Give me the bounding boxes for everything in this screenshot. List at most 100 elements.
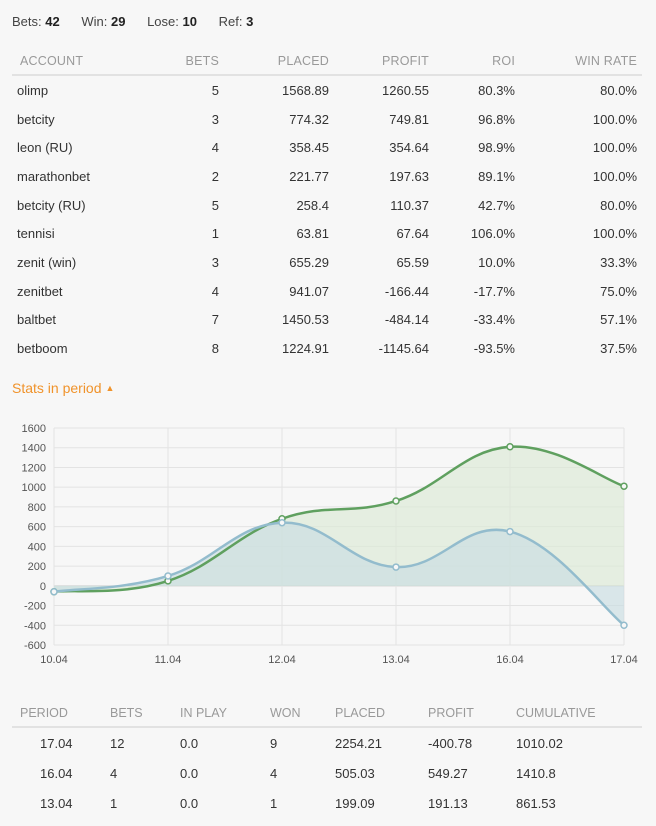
accounts-table: ACCOUNT BETS PLACED PROFIT ROI WIN RATE … <box>12 48 642 363</box>
cell-profit: 1260.55 <box>382 82 429 98</box>
bets-value: 42 <box>45 14 60 29</box>
col-period[interactable]: PERIOD <box>12 700 102 728</box>
cell-profit: -1145.64 <box>378 341 429 357</box>
cell-bets: 5 <box>211 82 219 98</box>
cell-placed: 2254.21 <box>335 735 382 751</box>
cell-won: 1 <box>270 795 278 811</box>
y-tick-label: 1200 <box>22 462 46 474</box>
series-line-0 <box>53 445 625 593</box>
cell-roi: -17.7% <box>473 283 515 299</box>
cell-placed: 655.29 <box>289 254 329 270</box>
lose-label: Lose: <box>147 14 179 29</box>
table-row: zenitbet 4 941.07 -166.44 -17.7% 75.0% <box>12 277 642 306</box>
cell-win-rate: 37.5% <box>600 341 637 357</box>
summary-bets: Bets: 42 <box>12 14 60 29</box>
cell-roi: 89.1% <box>478 168 515 184</box>
series-area-1 <box>54 522 624 626</box>
summary-bar: Bets: 42 Win: 29 Lose: 10 Ref: 3 <box>12 14 271 29</box>
table-row: 13.04 1 0.0 1 199.09 191.13 861.53 <box>12 788 642 818</box>
series-point[interactable] <box>392 563 400 571</box>
y-tick-label: 200 <box>28 561 46 573</box>
col-profit[interactable]: PROFIT <box>334 48 434 76</box>
y-tick-label: 800 <box>28 502 46 514</box>
cell-placed: 358.45 <box>289 140 329 156</box>
series-point[interactable] <box>278 518 286 527</box>
cell-roi: 98.9% <box>478 140 515 156</box>
cell-win-rate: 57.1% <box>600 312 637 328</box>
cell-bets: 5 <box>211 197 219 213</box>
cell-profit: 191.13 <box>428 795 468 811</box>
cell-bets: 2 <box>211 168 219 184</box>
cell-profit: 354.64 <box>389 140 429 156</box>
cell-profit: 549.27 <box>428 765 468 781</box>
series-point[interactable] <box>50 587 58 596</box>
table-row: betcity (RU) 5 258.4 110.37 42.7% 80.0% <box>12 191 642 220</box>
cell-profit: -484.14 <box>384 312 429 328</box>
cell-bets: 4 <box>211 283 219 299</box>
cell-account: tennisi <box>17 226 55 242</box>
col-won[interactable]: WON <box>262 700 327 728</box>
cell-win-rate: 100.0% <box>592 140 637 156</box>
series-point[interactable] <box>506 442 514 451</box>
cell-in-play: 0.0 <box>180 735 199 751</box>
cell-bets: 3 <box>211 111 219 127</box>
y-tick-label: 600 <box>28 522 46 534</box>
table-row: baltbet 7 1450.53 -484.14 -33.4% 57.1% <box>12 306 642 335</box>
col-win-rate[interactable]: WIN RATE <box>520 48 642 76</box>
win-label: Win: <box>81 14 108 29</box>
cell-account: betcity <box>17 111 55 127</box>
cell-bets: 7 <box>211 312 219 328</box>
cell-roi: 80.3% <box>478 82 515 98</box>
cell-profit: -166.44 <box>384 283 429 299</box>
series-point[interactable] <box>620 482 628 490</box>
table-row: 17.04 12 0.0 9 2254.21 -400.78 1010.02 <box>12 727 642 758</box>
col-period-bets[interactable]: BETS <box>102 700 172 728</box>
cell-account: zenitbet <box>17 283 63 299</box>
cell-account: betboom <box>17 341 68 357</box>
period-chart: 1600 1400 1200 1000 800 600 400 200 0 -200 -400 -60… <box>22 423 638 666</box>
stats-in-period-label: Stats in period <box>12 380 102 396</box>
summary-ref: Ref: 3 <box>219 14 254 29</box>
periods-table: PERIOD BETS IN PLAY WON PLACED PROFIT CU… <box>12 700 642 818</box>
y-tick-label: 400 <box>28 541 46 553</box>
cell-placed: 1450.53 <box>282 312 329 328</box>
col-placed[interactable]: PLACED <box>224 48 334 76</box>
cell-profit: 197.63 <box>389 168 429 184</box>
col-account[interactable]: ACCOUNT <box>12 48 152 76</box>
y-tick-label: -400 <box>24 620 46 632</box>
series-point[interactable] <box>506 527 514 536</box>
cell-won: 9 <box>270 735 278 751</box>
col-period-profit[interactable]: PROFIT <box>420 700 508 728</box>
cell-roi: 96.8% <box>478 111 515 127</box>
col-period-placed[interactable]: PLACED <box>327 700 420 728</box>
x-tick-label: 10.04 <box>40 654 68 666</box>
table-row: zenit (win) 3 655.29 65.59 10.0% 33.3% <box>12 248 642 277</box>
cell-placed: 941.07 <box>289 283 329 299</box>
col-in-play[interactable]: IN PLAY <box>172 700 262 728</box>
series-point[interactable] <box>392 497 400 505</box>
col-bets[interactable]: BETS <box>152 48 224 76</box>
cell-cumulative: 1410.8 <box>516 765 556 781</box>
cell-placed: 63.81 <box>296 226 329 242</box>
col-roi[interactable]: ROI <box>434 48 520 76</box>
table-row: betcity 3 774.32 749.81 96.8% 100.0% <box>12 105 642 134</box>
cell-profit: -400.78 <box>428 735 473 751</box>
cell-profit: 749.81 <box>389 111 429 127</box>
col-cumulative[interactable]: CUMULATIVE <box>508 700 642 728</box>
table-row: tennisi 1 63.81 67.64 106.0% 100.0% <box>12 219 642 248</box>
series-point[interactable] <box>620 621 628 630</box>
summary-win: Win: 29 <box>81 14 125 29</box>
cell-win-rate: 80.0% <box>600 197 637 213</box>
series-point[interactable] <box>164 572 172 580</box>
table-row: marathonbet 2 221.77 197.63 89.1% 100.0% <box>12 162 642 191</box>
bets-label: Bets: <box>12 14 42 29</box>
cell-win-rate: 100.0% <box>592 226 637 242</box>
cell-bets: 1 <box>211 226 219 242</box>
x-tick-label: 17.04 <box>610 654 638 666</box>
cell-account: betcity (RU) <box>17 197 86 213</box>
cell-bets: 8 <box>211 341 219 357</box>
summary-lose: Lose: 10 <box>147 14 197 29</box>
cell-bets: 12 <box>110 735 125 751</box>
stats-in-period-toggle[interactable]: Stats in period ▲ <box>12 380 114 396</box>
y-tick-label: -600 <box>24 640 46 652</box>
